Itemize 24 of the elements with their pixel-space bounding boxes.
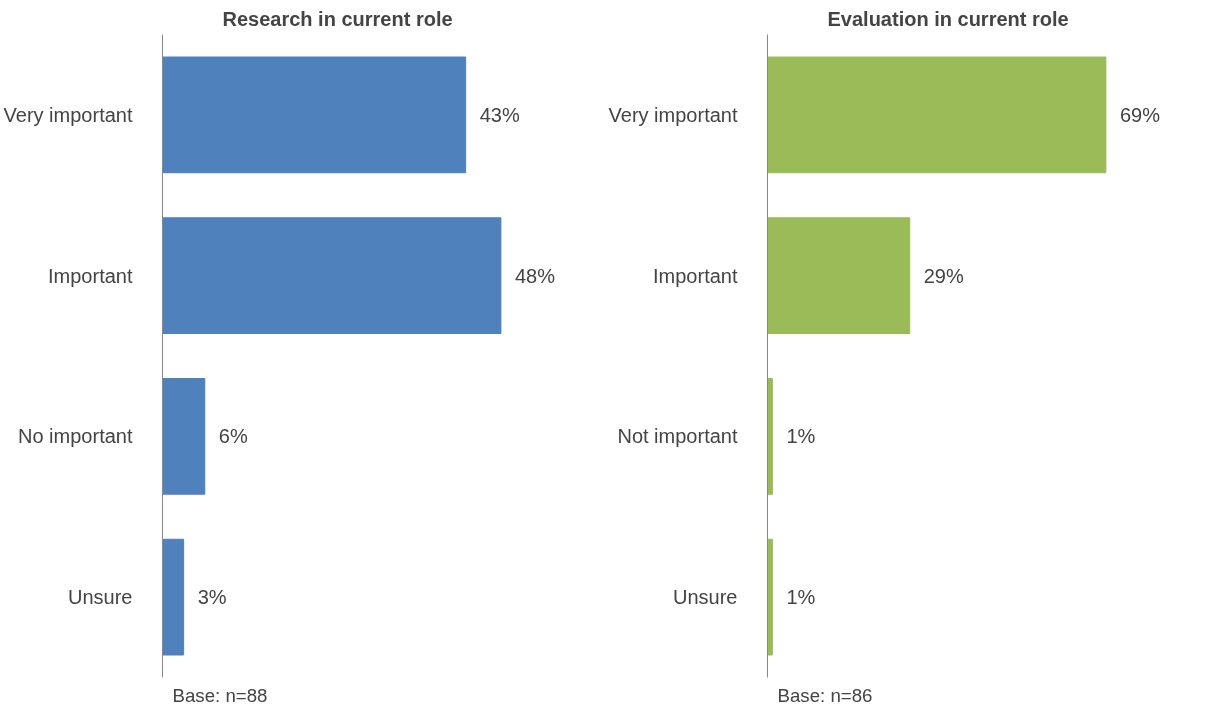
y-tick-label: No important [18, 425, 133, 448]
data-label: 1% [786, 586, 816, 609]
y-tick-label: Important [48, 264, 133, 287]
text: Base: n=88 [172, 684, 268, 706]
y-tick-label: Very important [3, 103, 133, 126]
data-label: 43% [479, 103, 520, 126]
data-label: 48% [514, 264, 556, 287]
data-label: 69% [1119, 103, 1161, 126]
data-label: 29% [923, 264, 964, 287]
data-label: 1% [786, 425, 816, 448]
data-label: 6% [218, 425, 248, 448]
bar [162, 378, 206, 495]
chart-title: Evaluation in current role [827, 7, 1069, 30]
chart-title: Research in current role [222, 7, 453, 30]
y-tick-label: Not important [617, 425, 738, 448]
data-label: 3% [197, 586, 227, 609]
y-tick-label: Important [653, 264, 738, 287]
bar [162, 538, 185, 656]
y-tick-label: Very important [608, 103, 738, 126]
bar [162, 56, 467, 174]
text: Base: n=86 [777, 684, 873, 706]
bar [162, 217, 502, 334]
y-tick-label: Unsure [68, 586, 133, 609]
y-tick-label: Unsure [673, 586, 738, 609]
